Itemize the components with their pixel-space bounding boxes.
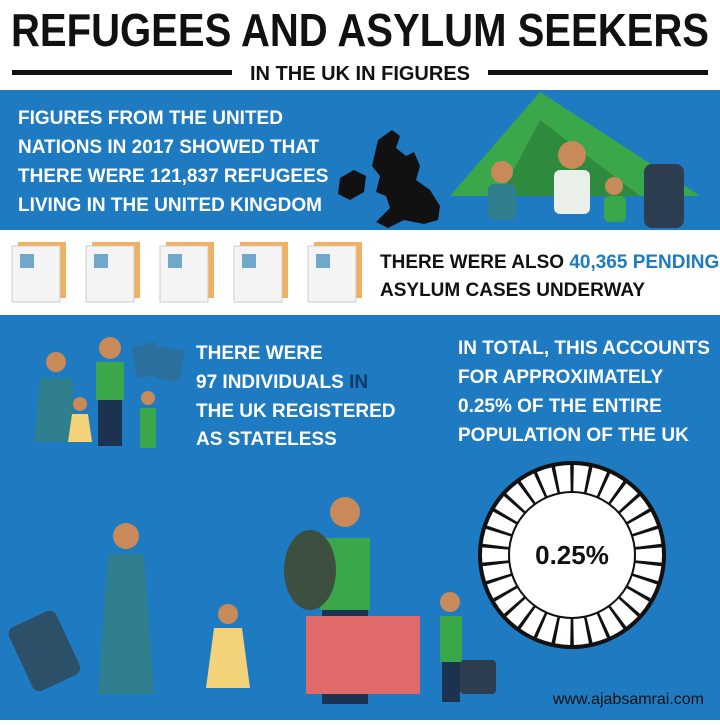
ring-segment: [573, 617, 589, 645]
text-line: NATIONS IN 2017 SHOWED THAT: [18, 137, 320, 158]
text: LIVING IN THE UNITED KINGDOM: [18, 195, 322, 216]
ring-segment: [520, 473, 545, 503]
highlight: 40,365 PENDING: [569, 252, 719, 273]
text: AS STATELESS: [196, 429, 337, 450]
website: www.ajabsamrai.com: [552, 691, 704, 708]
ring-label: 0.25%: [535, 540, 609, 570]
ring-segment: [586, 614, 607, 643]
text-line: 0.25% OF THE ENTIRE: [458, 396, 662, 417]
ring-segment: [599, 473, 624, 503]
text: 0.25% OF THE ENTIRE: [458, 396, 662, 417]
text-line: THERE WERE ALSO 40,365 PENDING: [380, 252, 719, 273]
person: [605, 177, 623, 195]
text-line: THERE WERE 121,837 REFUGEES: [18, 166, 328, 187]
ring-segment: [506, 598, 534, 627]
rule: [12, 70, 232, 75]
suitcase: [644, 164, 684, 228]
ring-segment: [635, 547, 663, 563]
highlight: 97 INDIVIDUALS: [196, 372, 344, 393]
text-line: FOR APPROXIMATELY: [458, 367, 663, 388]
text: ASYLUM CASES UNDERWAY: [380, 280, 645, 301]
refugees-text: FIGURES FROM THE UNITED NATIONS IN 2017 …: [18, 108, 328, 216]
ring-segment: [537, 467, 558, 496]
text-line: THE UK REGISTERED: [196, 401, 396, 422]
ring-segment: [555, 617, 571, 645]
ring-segment: [628, 576, 657, 599]
text-line: POPULATION OF THE UK: [458, 425, 689, 446]
ring-segment: [487, 576, 516, 599]
ring-segment: [506, 483, 534, 512]
travellers: [8, 497, 496, 704]
text: IN TOTAL, THIS ACCOUNTS: [458, 338, 710, 359]
pending-text: THERE WERE ALSO 40,365 PENDING ASYLUM CA…: [380, 252, 719, 301]
ring-segment: [610, 598, 638, 627]
ring-segment: [633, 563, 662, 582]
text-line: 97 INDIVIDUALS IN: [196, 372, 368, 393]
ring-segment: [633, 528, 662, 547]
ring-segment: [620, 496, 649, 522]
subtitle: IN THE UK IN FIGURES: [250, 63, 470, 85]
person: [558, 141, 586, 169]
text-line: IN TOTAL, THIS ACCOUNTS: [458, 338, 710, 359]
rule: [488, 70, 708, 75]
family: [34, 337, 185, 448]
text: REFUGEES: [219, 166, 329, 187]
text-line: AS STATELESS: [196, 429, 337, 450]
ring-segment: [599, 607, 624, 637]
ring-segment: [495, 588, 524, 614]
documents: [11, 242, 362, 303]
text-line: ASYLUM CASES UNDERWAY: [380, 280, 645, 301]
ring-segment: [537, 614, 558, 643]
ring-segment: [628, 511, 657, 534]
text: THERE WERE: [196, 343, 323, 364]
highlight: 121,837: [150, 166, 219, 187]
ring-segment: [481, 547, 509, 563]
total-text: IN TOTAL, THIS ACCOUNTS FOR APPROXIMATEL…: [458, 338, 710, 446]
person: [604, 196, 626, 222]
text: POPULATION OF THE UK: [458, 425, 689, 446]
person: [554, 170, 590, 214]
ring: [478, 461, 666, 649]
text: NATIONS IN 2017 SHOWED THAT: [18, 137, 320, 158]
title: REFUGEES AND ASYLUM SEEKERS: [11, 4, 709, 56]
ring-segment: [620, 588, 649, 614]
text: THERE WERE: [18, 166, 150, 187]
ring-segment: [610, 483, 638, 512]
ring-segment: [573, 465, 589, 493]
ring-segment: [482, 563, 511, 582]
ring-segment: [520, 607, 545, 637]
ring-segment: [487, 511, 516, 534]
stateless-text: THERE WERE 97 INDIVIDUALS IN THE UK REGI…: [196, 343, 396, 450]
uk-map: [338, 130, 440, 228]
text-line: THERE WERE: [196, 343, 323, 364]
ring-segment: [495, 496, 524, 522]
ring-segment: [482, 528, 511, 547]
text: IN: [344, 372, 368, 393]
text-line: FIGURES FROM THE UNITED: [18, 108, 283, 129]
person: [488, 184, 516, 220]
text-line: LIVING IN THE UNITED KINGDOM: [18, 195, 322, 216]
text: THERE WERE ALSO: [380, 252, 569, 273]
ring-hole: [510, 493, 634, 617]
ring-segment: [586, 467, 607, 496]
text: FIGURES FROM THE UNITED: [18, 108, 283, 129]
person: [491, 161, 513, 183]
text: FOR APPROXIMATELY: [458, 367, 663, 388]
ring-segment: [555, 465, 571, 493]
text: THE UK REGISTERED: [196, 401, 396, 422]
